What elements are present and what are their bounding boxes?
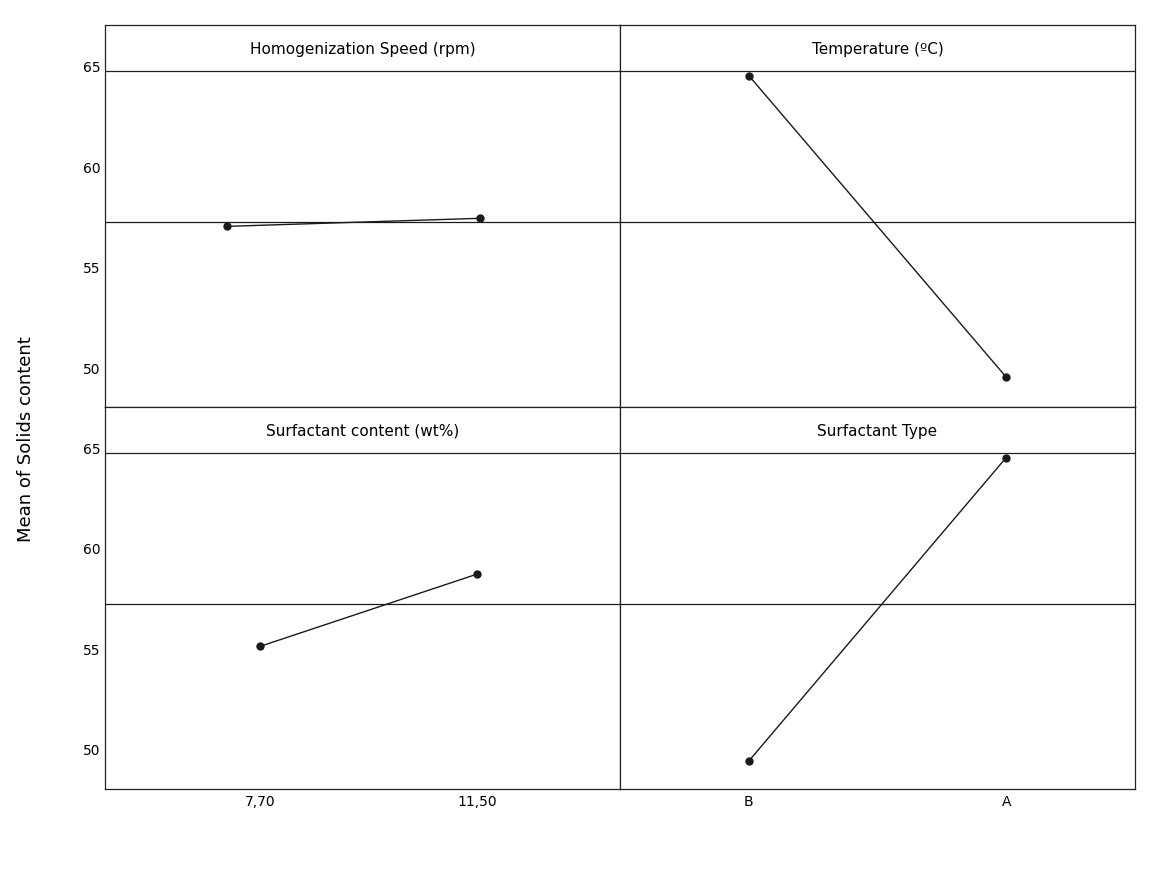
Text: Homogenization Speed (rpm): Homogenization Speed (rpm) <box>250 42 475 57</box>
Text: Surfactant content (wt%): Surfactant content (wt%) <box>266 424 460 438</box>
Text: Mean of Solids content: Mean of Solids content <box>16 336 35 541</box>
Text: Temperature (ºC): Temperature (ºC) <box>812 42 943 57</box>
Text: Surfactant Type: Surfactant Type <box>818 424 937 438</box>
